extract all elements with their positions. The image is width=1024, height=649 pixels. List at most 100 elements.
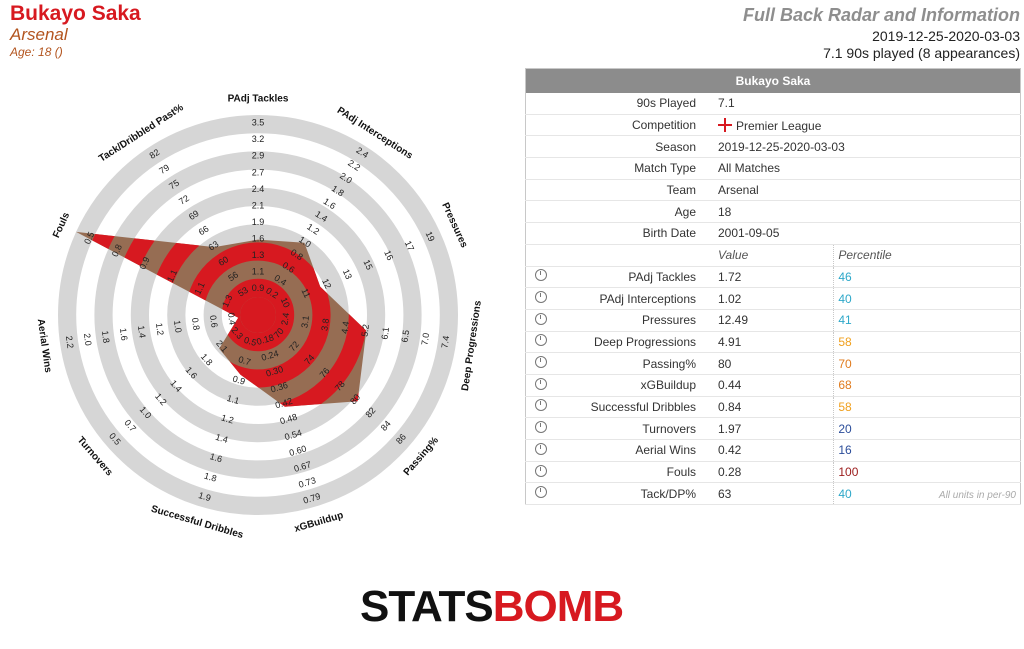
info-label: Match Type [556,157,710,180]
metric-value: 80 [710,352,834,375]
radar-tick-label: 53 [236,285,250,299]
radar-center [240,297,276,333]
metric-row: Pressures 12.49 41 [525,309,1021,332]
radar-tick-label: 1.8 [203,471,218,484]
played-line: 7.1 90s played (8 appearances) [823,45,1020,61]
info-label: Birth Date [556,222,710,245]
logo-part-bomb: BOMB [492,582,624,631]
metric-value: 1.02 [710,287,834,310]
radar-tick-label: 60 [216,254,230,268]
dial-icon [535,486,547,499]
radar-tick-label: 0.24 [260,348,280,363]
info-row: Competition Premier League [525,114,1021,137]
metric-label: Fouls [556,461,710,484]
metric-row: xGBuildup 0.44 68 [525,374,1021,397]
radar-tick-label: 19 [424,230,437,243]
metric-label: Deep Progressions [556,331,710,354]
radar-tick-label: 6.1 [379,326,391,340]
metric-percentile: 100 [833,461,1021,484]
metric-row: PAdj Tackles 1.72 46 [525,266,1021,289]
radar-tick-label: 70 [272,326,286,340]
metric-label: Turnovers [556,417,710,440]
radar-tick-label: 0.30 [265,364,285,379]
metric-row: Tack/DP% 63 40 [525,482,1021,506]
radar-tick-label: 75 [167,178,181,192]
report-title: Full Back Radar and Information [742,5,1020,25]
radar-ring [58,115,458,515]
info-value: 18 [710,200,1021,224]
metric-value: 1.97 [710,417,834,440]
dial-icon [535,377,547,390]
radar-tick-label: 1.1 [193,281,207,297]
radar-tick-label: 1.2 [154,322,166,336]
radar-tick-label: 3.1 [299,315,311,329]
radar-tick-label: 3.2 [252,134,265,144]
radar-tick-label: 10 [279,296,292,309]
radar-tick-label: 0.42 [274,396,294,411]
radar-tick-label: 84 [379,419,393,433]
info-label: Season [556,135,710,159]
metric-label: xGBuildup [556,374,710,397]
radar-tick-label: 0.9 [137,255,151,271]
metric-row: Aerial Wins 0.42 16 [525,439,1021,462]
metric-label: PAdj Interceptions [556,287,710,310]
radar-tick-label: 11 [299,287,312,300]
radar-tick-label: 0.48 [279,412,299,427]
radar-tick-label: 72 [177,193,191,207]
radar-tick-label: 1.0 [172,320,184,334]
radar-tick-label: 7.4 [439,335,451,349]
radar-tick-label: 0.8 [190,317,202,331]
dial-icon [535,421,547,434]
radar-tick-label: 0.36 [269,380,289,395]
radar-tick-label: 5.2 [359,324,371,338]
radar-axis-label: Aerial Wins [35,318,54,374]
england-flag-icon [718,117,732,132]
metric-value: 0.84 [710,396,834,419]
info-value: All Matches [710,157,1021,180]
radar-tick-label: 2.2 [64,335,76,349]
info-row: 90s Played 7.1 [525,93,1021,115]
radar-tick-label: 78 [333,379,347,393]
metric-value: 0.44 [710,374,834,397]
radar-tick-label: 86 [394,432,408,446]
radar-tick-label: 0.5 [82,230,96,246]
radar-tick-label: 17 [403,239,416,252]
radar-ring [94,151,422,479]
info-value: Premier League [710,114,1021,137]
radar-axis-label: xGBuildup [293,510,345,535]
units-note: All units in per-90 [938,490,1016,501]
metric-row: PAdj Interceptions 1.02 40 [525,287,1021,310]
metric-label: Tack/DP% [556,482,710,506]
metric-value: 1.72 [710,266,834,289]
radar-tick-label: 0.4 [226,312,238,326]
radar-tick-label: 0.8 [110,243,124,259]
radar-tick-label: 1.6 [252,233,265,243]
metric-percentile: 40 [833,287,1021,310]
dial-icon [535,334,547,347]
radar-tick-label: 0.5 [243,335,258,348]
radar-tick-label: 0.73 [297,475,317,490]
radar-tick-label: 2.4 [279,312,291,326]
radar-tick-label: 2.7 [252,167,265,177]
radar-tick-label: 63 [207,239,221,253]
metric-header-row: Value Percentile [525,244,1021,267]
team-name: Arsenal [10,25,68,44]
value-header: Value [710,244,834,267]
metric-percentile: 41 [833,309,1021,332]
dial-icon [535,464,547,477]
radar-tick-label: 13 [341,268,354,281]
radar-tick-label: 72 [287,339,301,353]
metric-row: Deep Progressions 4.91 58 [525,331,1021,354]
radar-tick-label: 76 [318,366,332,380]
dial-icon [535,312,547,325]
radar-tick-label: 66 [197,224,211,238]
radar-tick-label: 1.9 [252,217,265,227]
radar-axis-label: Fouls [51,211,72,240]
radar-tick-label: 1.9 [197,490,212,503]
radar-tick-label: 1.6 [209,451,224,464]
dial-icon [535,442,547,455]
metric-percentile: 58 [833,396,1021,419]
info-label: 90s Played [556,93,710,115]
metric-row: Fouls 0.28 100 [525,461,1021,484]
info-value: 2001-09-05 [710,222,1021,245]
